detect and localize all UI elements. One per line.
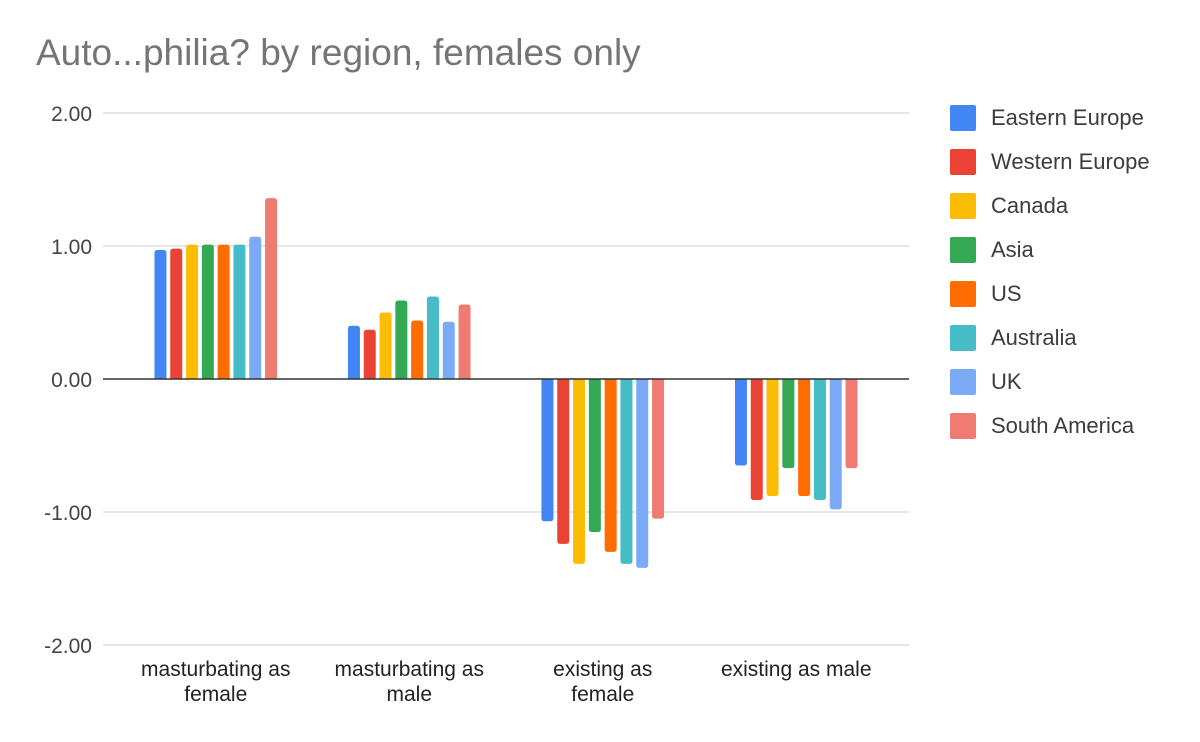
y-tick-label: 2.00 [51, 103, 92, 126]
legend-item: UK [950, 360, 1150, 404]
bar-canada [573, 379, 586, 564]
x-category-label-line: masturbating as [335, 658, 484, 681]
legend-label: UK [991, 369, 1022, 394]
bars [154, 198, 858, 568]
bar-australia [426, 296, 439, 379]
bar-us [217, 244, 230, 379]
bar-western-europe [170, 248, 183, 379]
bar-south-america [845, 379, 858, 469]
bar-canada [379, 312, 392, 379]
legend: Eastern Europe Western Europe Canada Asia US… [950, 96, 1150, 448]
legend-swatch [950, 193, 976, 219]
x-category-label-line: masturbating as [141, 658, 290, 681]
bar-australia [620, 379, 633, 564]
chart-title: Auto...philia? by region, females only [36, 32, 641, 73]
y-tick-label: 0.00 [51, 369, 92, 392]
y-tick-label: -2.00 [44, 635, 92, 658]
legend-item: South America [950, 404, 1150, 448]
bar-uk [636, 379, 649, 568]
bar-asia [201, 244, 214, 379]
bar-south-america [458, 304, 471, 379]
x-category-label: existing as male [721, 658, 872, 681]
bar-western-europe [750, 379, 763, 501]
legend-swatch [950, 369, 976, 395]
bar-canada [186, 244, 199, 379]
bar-australia [233, 244, 246, 379]
legend-item: Western Europe [950, 140, 1150, 184]
x-category-label: existing as female [553, 658, 652, 706]
bar-canada [766, 379, 779, 497]
x-category-label-line: male [386, 683, 432, 706]
bar-south-america [652, 379, 665, 519]
legend-item: Asia [950, 228, 1150, 272]
legend-label: Western Europe [991, 149, 1150, 174]
bar-eastern-europe [347, 325, 360, 379]
legend-label: US [991, 281, 1022, 306]
legend-item: Canada [950, 184, 1150, 228]
legend-swatch [950, 281, 976, 307]
bar-australia [813, 379, 826, 501]
legend-item: Australia [950, 316, 1150, 360]
legend-item: Eastern Europe [950, 96, 1150, 140]
legend-label: Australia [991, 325, 1077, 350]
legend-label: Canada [991, 193, 1069, 218]
legend-label: Eastern Europe [991, 105, 1144, 130]
y-tick-label: 1.00 [51, 236, 92, 259]
bar-uk [829, 379, 842, 510]
x-category-label-line: existing as male [721, 658, 872, 681]
bar-asia [588, 379, 601, 532]
x-category-label-line: female [571, 683, 634, 706]
bar-eastern-europe [734, 379, 747, 466]
legend-swatch [950, 237, 976, 263]
bar-us [604, 379, 617, 552]
x-category-label-line: existing as [553, 658, 652, 681]
bar-asia [395, 300, 408, 379]
legend-item: US [950, 272, 1150, 316]
bar-eastern-europe [154, 249, 167, 379]
x-category-label: masturbating as female [141, 658, 290, 706]
bar-eastern-europe [541, 379, 554, 522]
x-category-label: masturbating as male [335, 658, 484, 706]
legend-label: Asia [991, 237, 1034, 262]
bar-asia [782, 379, 795, 469]
bar-western-europe [363, 329, 376, 379]
bar-us [411, 320, 424, 379]
bar-uk [442, 321, 455, 379]
legend-swatch [950, 413, 976, 439]
bar-south-america [265, 198, 278, 379]
legend-swatch [950, 105, 976, 131]
y-tick-label: -1.00 [44, 502, 92, 525]
x-category-label-line: female [184, 683, 247, 706]
legend-swatch [950, 325, 976, 351]
bar-uk [249, 236, 262, 379]
legend-swatch [950, 149, 976, 175]
bar-us [798, 379, 811, 497]
bar-western-europe [557, 379, 570, 544]
y-axis-tick-labels: 2.00 1.00 0.00 -1.00 -2.00 [44, 103, 92, 658]
legend-label: South America [991, 413, 1135, 438]
